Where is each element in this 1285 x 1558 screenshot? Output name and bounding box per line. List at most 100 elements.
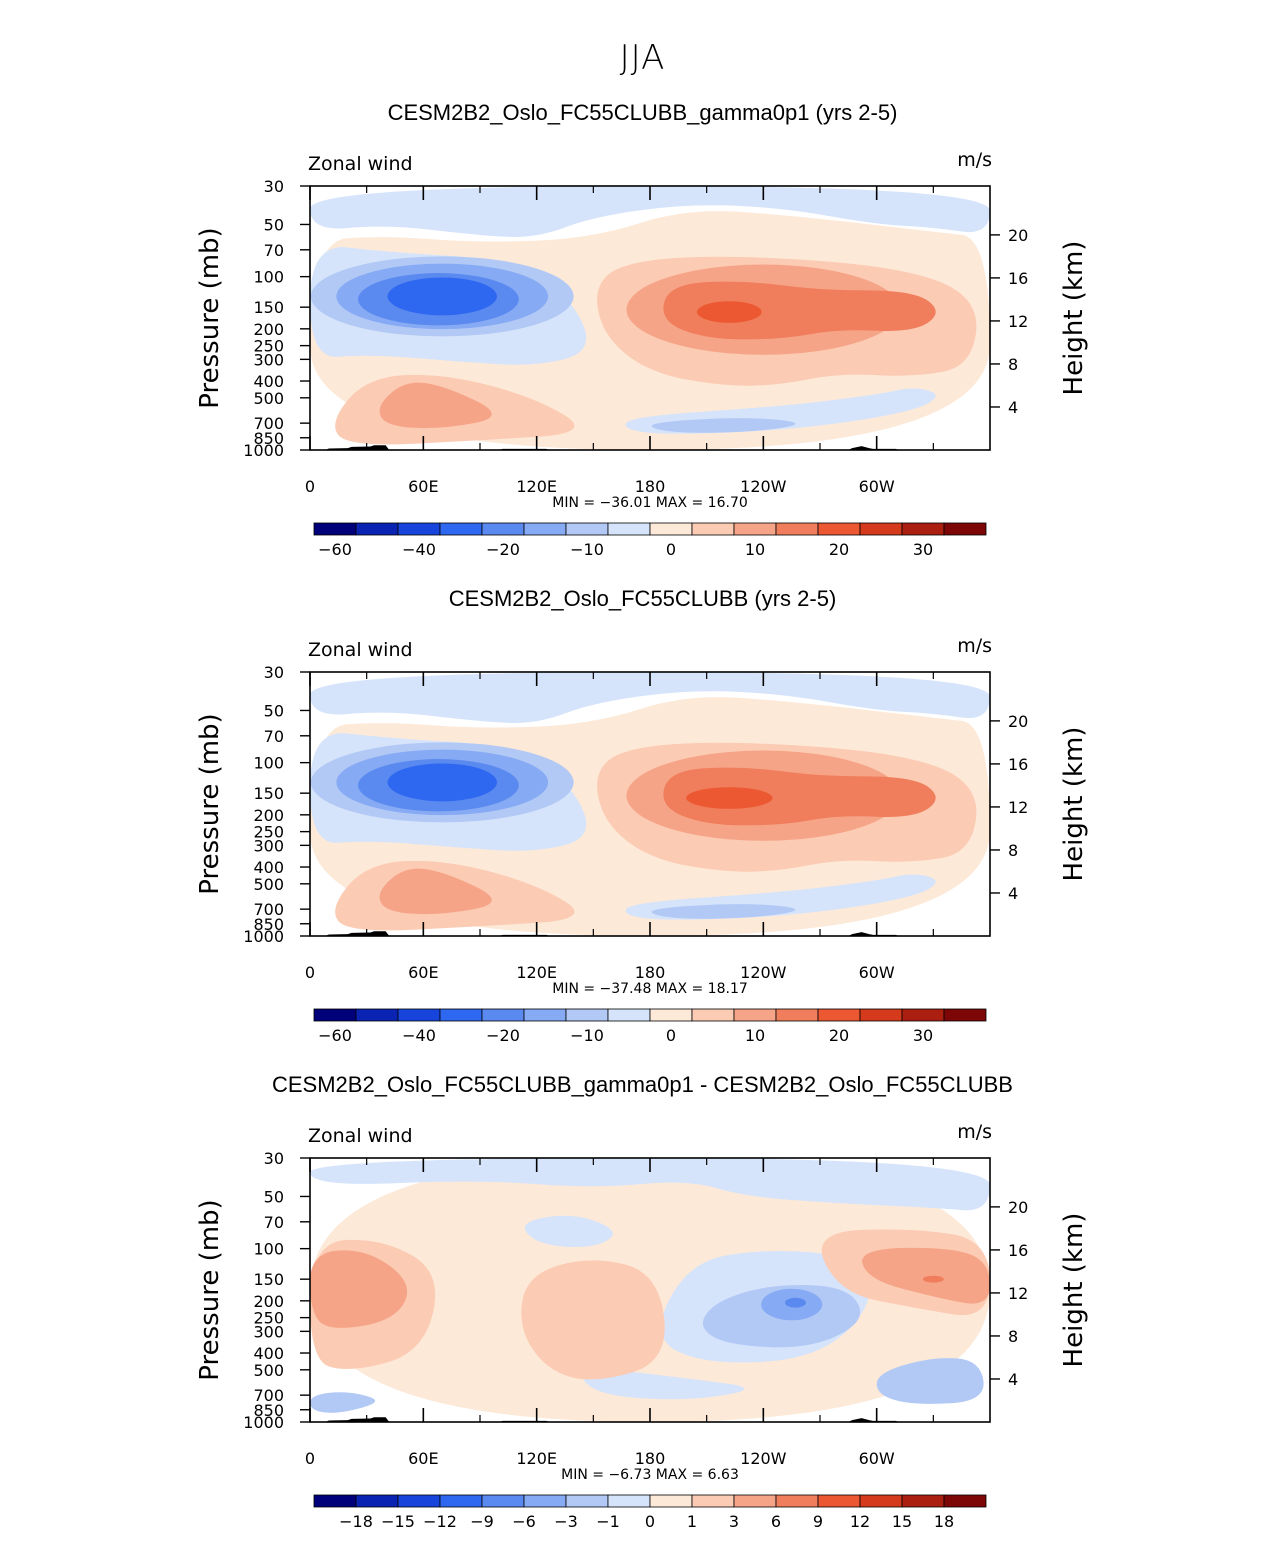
- colorbar-swatch: [397, 1494, 441, 1508]
- contour-region: [582, 1369, 745, 1400]
- y2-tick-label: 12: [1008, 1284, 1028, 1303]
- y2-tick-label: 20: [1008, 712, 1028, 731]
- y-tick-label: 70: [264, 727, 284, 746]
- heatmap-contours: [310, 186, 990, 450]
- colorbar-swatch: [901, 1008, 945, 1022]
- contour-region: [387, 277, 497, 316]
- y-tick-label: 100: [253, 1240, 284, 1259]
- x-tick-label: 60E: [408, 477, 438, 496]
- colorbar-swatch: [313, 1008, 357, 1022]
- colorbar-swatch: [943, 1008, 987, 1022]
- x-tick-label: 180: [635, 477, 666, 496]
- x-tick-label: 120W: [740, 1449, 787, 1468]
- y2-axis-label: Height (km): [1059, 241, 1089, 396]
- y-axis-label: Pressure (mb): [195, 713, 225, 894]
- x-tick-label: 0: [305, 963, 315, 982]
- colorbar-label: 0: [666, 540, 676, 559]
- contour-region: [922, 1275, 944, 1283]
- colorbar-swatch: [607, 522, 651, 536]
- x-tick-label: 60W: [859, 477, 895, 496]
- colorbar-label: 0: [645, 1512, 655, 1531]
- y2-tick-label: 8: [1008, 1327, 1018, 1346]
- field-label: Zonal wind: [308, 153, 413, 175]
- y-tick-label: 700: [253, 414, 284, 433]
- colorbar-swatch: [313, 1494, 357, 1508]
- y2-tick-label: 20: [1008, 226, 1028, 245]
- y-tick-label: 30: [264, 177, 284, 196]
- contour-region: [310, 1158, 990, 1211]
- field-label: Zonal wind: [308, 1125, 413, 1147]
- units-label: m/s: [957, 635, 992, 657]
- x-tick-label: 0: [305, 1449, 315, 1468]
- y2-tick-label: 16: [1008, 755, 1028, 774]
- field-label: Zonal wind: [308, 639, 413, 661]
- units-label: m/s: [957, 1121, 992, 1143]
- y-tick-label: 850: [253, 915, 284, 934]
- y2-tick-label: 12: [1008, 312, 1028, 331]
- y-tick-label: 250: [253, 1309, 284, 1328]
- x-tick-label: 120E: [516, 1449, 557, 1468]
- y-tick-label: 150: [253, 784, 284, 803]
- colorbar-swatch: [649, 1008, 693, 1022]
- contour-region: [387, 763, 497, 802]
- y-tick-label: 850: [253, 1401, 284, 1420]
- colorbar-label: −15: [381, 1512, 415, 1531]
- colorbar-swatch: [859, 1008, 903, 1022]
- y-tick-label: 100: [253, 268, 284, 287]
- colorbar-swatch: [607, 1008, 651, 1022]
- contour-region: [310, 1250, 408, 1328]
- y-tick-label: 150: [253, 1270, 284, 1289]
- colorbar-swatch: [817, 1494, 861, 1508]
- y-tick-label: 200: [253, 320, 284, 339]
- y-tick-label: 400: [253, 372, 284, 391]
- panel-chart-svg: 0 60E 120E 180 120W 60W3050701001502002503004…: [195, 1121, 1089, 1531]
- heatmap-contours: [310, 1158, 990, 1422]
- heatmap-contours: [310, 672, 990, 936]
- x-tick-label: 120W: [740, 963, 787, 982]
- contour-region: [862, 1247, 990, 1304]
- y-tick-label: 300: [253, 836, 284, 855]
- y-tick-label: 500: [253, 389, 284, 408]
- y2-tick-label: 4: [1008, 398, 1018, 417]
- y2-tick-label: 12: [1008, 798, 1028, 817]
- y-tick-label: 850: [253, 429, 284, 448]
- y-axis-label: Pressure (mb): [195, 1199, 225, 1380]
- y2-tick-label: 8: [1008, 355, 1018, 374]
- colorbar-label: 10: [745, 540, 765, 559]
- colorbar-label: 1: [687, 1512, 697, 1531]
- colorbar-label: 30: [913, 540, 933, 559]
- colorbar-swatch: [775, 522, 819, 536]
- contour-region: [696, 301, 762, 323]
- colorbar-label: 15: [892, 1512, 912, 1531]
- colorbar-swatch: [397, 1008, 441, 1022]
- x-tick-label: 180: [635, 1449, 666, 1468]
- colorbar-label: −60: [318, 1026, 352, 1045]
- colorbar-label: −40: [402, 1026, 436, 1045]
- colorbar-label: 10: [745, 1026, 765, 1045]
- colorbar-label: −3: [554, 1512, 578, 1531]
- contour-region: [876, 1358, 984, 1404]
- colorbar-swatch: [649, 1494, 693, 1508]
- colorbar-label: 30: [913, 1026, 933, 1045]
- y-tick-label: 70: [264, 1213, 284, 1232]
- y-tick-label: 70: [264, 241, 284, 260]
- colorbar-swatch: [481, 1008, 525, 1022]
- colorbar-swatch: [523, 1008, 567, 1022]
- contour-region: [521, 1260, 665, 1380]
- y-tick-label: 50: [264, 215, 284, 234]
- colorbar-label: −10: [570, 1026, 604, 1045]
- colorbar-label: 12: [850, 1512, 870, 1531]
- x-tick-label: 60E: [408, 963, 438, 982]
- contour-region: [686, 787, 773, 809]
- y2-tick-label: 4: [1008, 1370, 1018, 1389]
- contour-region: [310, 186, 990, 238]
- colorbar-swatch: [355, 522, 399, 536]
- colorbar-swatch: [523, 522, 567, 536]
- colorbar-swatch: [355, 1008, 399, 1022]
- colorbar-swatch: [943, 522, 987, 536]
- contour-region: [784, 1297, 806, 1308]
- colorbar-swatch: [775, 1494, 819, 1508]
- colorbar-swatch: [901, 1494, 945, 1508]
- colorbar-label: 9: [813, 1512, 823, 1531]
- y2-tick-label: 4: [1008, 884, 1018, 903]
